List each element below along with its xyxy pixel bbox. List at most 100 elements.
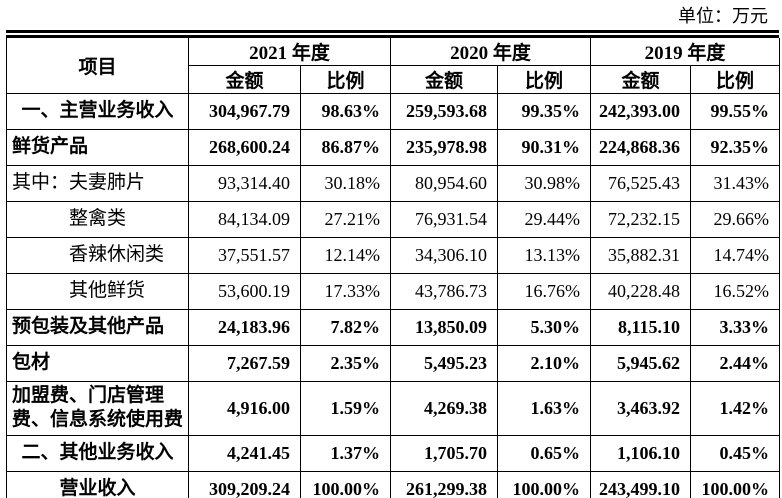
row-label: 包材 bbox=[6, 345, 189, 382]
item-column-header: 项目 bbox=[6, 38, 189, 94]
amount-cell: 1,705.70 bbox=[390, 434, 499, 472]
amount-cell: 93,314.40 bbox=[188, 165, 301, 202]
table-row: 香辣休闲类 37,551.57 12.14% 34,306.10 13.13% 35,88… bbox=[6, 237, 781, 274]
ratio-cell: 99.55% bbox=[690, 93, 781, 130]
row-label: 鲜货产品 bbox=[6, 129, 189, 166]
amount-cell: 304,967.79 bbox=[188, 93, 301, 130]
table-row: 其他鲜货 53,600.19 17.33% 43,786.73 16.76% 40,228… bbox=[6, 273, 781, 310]
ratio-cell: 100.00% bbox=[690, 470, 781, 498]
amount-cell: 37,551.57 bbox=[188, 237, 301, 274]
ratio-cell: 31.43% bbox=[690, 165, 781, 202]
table-top-double-border bbox=[6, 30, 779, 38]
table-row: 加盟费、门店管理费、信息系统使用费 4,916.00 1.59% 4,269.38 1.… bbox=[6, 381, 781, 436]
ratio-cell: 30.98% bbox=[497, 165, 592, 202]
row-label: 营业收入 bbox=[6, 470, 189, 498]
amount-cell: 4,241.45 bbox=[188, 434, 301, 472]
ratio-cell: 27.21% bbox=[299, 201, 392, 238]
unit-label: 单位：万元 bbox=[678, 6, 768, 26]
ratio-cell: 0.45% bbox=[690, 434, 781, 472]
amount-cell: 40,228.48 bbox=[590, 273, 692, 310]
ratio-cell: 29.44% bbox=[497, 201, 592, 238]
ratio-cell: 3.33% bbox=[690, 309, 781, 346]
amount-cell: 5,945.62 bbox=[590, 345, 692, 382]
ratio-subheader-2020: 比例 bbox=[497, 65, 592, 94]
amount-cell: 224,868.36 bbox=[590, 129, 692, 166]
table-row: 包材 7,267.59 2.35% 5,495.23 2.10% 5,945.62 2.44… bbox=[6, 345, 781, 382]
revenue-table-grid: 项目 2021 年度 2020 年度 2019 年度 金额 比例 金额 比例 金… bbox=[6, 38, 781, 498]
year-header-row: 项目 2021 年度 2020 年度 2019 年度 bbox=[6, 38, 781, 94]
amount-cell: 53,600.19 bbox=[188, 273, 301, 310]
ratio-cell: 14.74% bbox=[690, 237, 781, 274]
ratio-cell: 13.13% bbox=[497, 237, 592, 274]
amount-cell: 259,593.68 bbox=[390, 93, 499, 130]
ratio-cell: 1.37% bbox=[299, 434, 392, 472]
table-row: 其中：夫妻肺片 93,314.40 30.18% 80,954.60 30.98% 76,… bbox=[6, 165, 781, 202]
amount-cell: 35,882.31 bbox=[590, 237, 692, 274]
ratio-cell: 1.59% bbox=[299, 381, 392, 436]
table-header: 项目 2021 年度 2020 年度 2019 年度 金额 比例 金额 比例 金… bbox=[6, 38, 781, 94]
amount-cell: 34,306.10 bbox=[390, 237, 499, 274]
amount-cell: 1,106.10 bbox=[590, 434, 692, 472]
table-row: 一、主营业务收入 304,967.79 98.63% 259,593.68 99.35%… bbox=[6, 93, 781, 130]
row-label: 香辣休闲类 bbox=[6, 237, 189, 274]
amount-cell: 261,299.38 bbox=[390, 470, 499, 498]
amount-cell: 243,499.10 bbox=[590, 470, 692, 498]
amount-cell: 3,463.92 bbox=[590, 381, 692, 436]
amount-cell: 76,525.43 bbox=[590, 165, 692, 202]
ratio-cell: 5.30% bbox=[497, 309, 592, 346]
table-body: 一、主营业务收入 304,967.79 98.63% 259,593.68 99.35%… bbox=[6, 93, 781, 498]
revenue-table: 项目 2021 年度 2020 年度 2019 年度 金额 比例 金额 比例 金… bbox=[6, 30, 781, 498]
ratio-cell: 7.82% bbox=[299, 309, 392, 346]
amount-cell: 7,267.59 bbox=[188, 345, 301, 382]
row-label: 其中：夫妻肺片 bbox=[6, 165, 189, 202]
ratio-cell: 0.65% bbox=[497, 434, 592, 472]
ratio-cell: 2.10% bbox=[497, 345, 592, 382]
amount-cell: 72,232.15 bbox=[590, 201, 692, 238]
amount-cell: 43,786.73 bbox=[390, 273, 499, 310]
ratio-cell: 16.52% bbox=[690, 273, 781, 310]
amount-cell: 309,209.24 bbox=[188, 470, 301, 498]
ratio-cell: 29.66% bbox=[690, 201, 781, 238]
row-label: 二、其他业务收入 bbox=[6, 434, 189, 472]
ratio-cell: 86.87% bbox=[299, 129, 392, 166]
year-header-2020: 2020 年度 bbox=[390, 38, 592, 66]
amount-cell: 5,495.23 bbox=[390, 345, 499, 382]
row-label: 一、主营业务收入 bbox=[6, 93, 189, 130]
ratio-cell: 2.44% bbox=[690, 345, 781, 382]
row-label: 整禽类 bbox=[6, 201, 189, 238]
amount-subheader-2020: 金额 bbox=[390, 65, 499, 94]
table-row: 二、其他业务收入 4,241.45 1.37% 1,705.70 0.65% 1,106.… bbox=[6, 434, 781, 472]
amount-subheader-2021: 金额 bbox=[188, 65, 301, 94]
amount-cell: 8,115.10 bbox=[590, 309, 692, 346]
ratio-cell: 16.76% bbox=[497, 273, 592, 310]
amount-cell: 4,269.38 bbox=[390, 381, 499, 436]
table-row: 鲜货产品 268,600.24 86.87% 235,978.98 90.31% 224,… bbox=[6, 129, 781, 166]
amount-cell: 4,916.00 bbox=[188, 381, 301, 436]
row-label: 预包装及其他产品 bbox=[6, 309, 189, 346]
ratio-cell: 1.42% bbox=[690, 381, 781, 436]
ratio-cell: 12.14% bbox=[299, 237, 392, 274]
ratio-subheader-2019: 比例 bbox=[690, 65, 781, 94]
amount-cell: 13,850.09 bbox=[390, 309, 499, 346]
ratio-subheader-2021: 比例 bbox=[299, 65, 392, 94]
row-label: 加盟费、门店管理费、信息系统使用费 bbox=[6, 381, 189, 436]
table-row: 营业收入 309,209.24 100.00% 261,299.38 100.00% 24… bbox=[6, 470, 781, 498]
table-row: 预包装及其他产品 24,183.96 7.82% 13,850.09 5.30% 8,11… bbox=[6, 309, 781, 346]
amount-subheader-2019: 金额 bbox=[590, 65, 692, 94]
amount-cell: 80,954.60 bbox=[390, 165, 499, 202]
row-label: 其他鲜货 bbox=[6, 273, 189, 310]
ratio-cell: 30.18% bbox=[299, 165, 392, 202]
ratio-cell: 100.00% bbox=[299, 470, 392, 498]
ratio-cell: 90.31% bbox=[497, 129, 592, 166]
amount-cell: 235,978.98 bbox=[390, 129, 499, 166]
year-header-2021: 2021 年度 bbox=[187, 38, 392, 66]
ratio-cell: 100.00% bbox=[497, 470, 592, 498]
ratio-cell: 1.63% bbox=[497, 381, 592, 436]
ratio-cell: 99.35% bbox=[497, 93, 592, 130]
subheader-row: 金额 比例 金额 比例 金额 比例 bbox=[7, 65, 781, 94]
year-header-2019: 2019 年度 bbox=[590, 38, 781, 66]
ratio-cell: 17.33% bbox=[299, 273, 392, 310]
amount-cell: 268,600.24 bbox=[188, 129, 301, 166]
table-row: 整禽类 84,134.09 27.21% 76,931.54 29.44% 72,232.… bbox=[6, 201, 781, 238]
